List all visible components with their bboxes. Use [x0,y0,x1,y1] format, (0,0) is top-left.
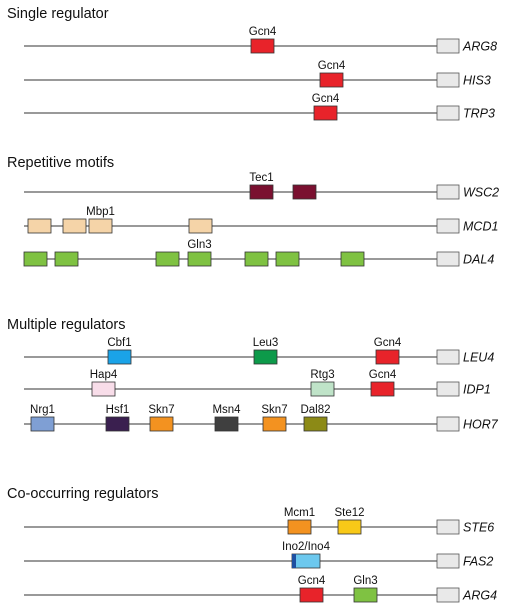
gene-label-trp3: TRP3 [463,107,495,121]
site-gcn4-arg8-0-box [250,38,275,54]
gene-label-dal4: DAL4 [463,253,494,267]
site-hap4-idp1-0-box [91,381,116,397]
gene-box-fas2 [436,553,460,569]
site-leu3-leu4-1-label: Leu3 [253,337,279,349]
site-gln3-arg4-1-box [353,587,378,603]
site-rtg3-idp1-1-box [310,381,335,397]
section-title-multiple-regulators: Multiple regulators [7,317,125,333]
site-tec1-wsc2-0-box [249,184,274,200]
site-msn4-hor7-3-label: Msn4 [212,404,241,416]
site-skn7-hor7-4-box [262,416,287,432]
site-gln3-dal4-1-box [54,251,79,267]
gene-box-ste6 [436,519,460,535]
site-gcn4-his3-0-box [319,72,344,88]
section-title-single-regulator: Single regulator [7,6,109,22]
site-hsf1-hor7-1-label: Hsf1 [106,404,130,416]
gene-box-trp3 [436,105,460,121]
site-gln3-dal4-5-box [275,251,300,267]
gene-box-wsc2 [436,184,460,200]
site-tec1-wsc2-1-box [292,184,317,200]
site-leu3-leu4-1-box [253,349,278,365]
gene-label-ste6: STE6 [463,521,494,535]
site-gcn4-his3-0-label: Gcn4 [318,60,346,72]
site-skn7-hor7-2-box [149,416,174,432]
site-dal82-hor7-5-box [303,416,328,432]
gene-label-idp1: IDP1 [463,383,491,397]
site-nrg1-hor7-0-box [30,416,55,432]
site-hsf1-hor7-1-box [105,416,130,432]
site-gln3-dal4-6-box [340,251,365,267]
gene-label-hor7: HOR7 [463,418,499,432]
site-skn7-hor7-4-label: Skn7 [261,404,287,416]
site-msn4-hor7-3-box [214,416,239,432]
site-gcn4-leu4-2-label: Gcn4 [374,337,402,349]
gene-box-arg8 [436,38,460,54]
site-gln3-dal4-3-label: Gln3 [187,239,211,251]
section-title-repetitive-motifs: Repetitive motifs [7,155,114,171]
site-ino2-ino4-fas2-0-edge [292,554,296,568]
site-dal82-hor7-5-label: Dal82 [300,404,330,416]
site-mbp1-mcd1-2-box [88,218,113,234]
gene-label-arg8: ARG8 [462,40,497,54]
gene-label-wsc2: WSC2 [463,186,499,200]
site-hap4-idp1-0-label: Hap4 [90,369,118,381]
site-gcn4-leu4-2-box [375,349,400,365]
site-mbp1-mcd1-3-box [188,218,213,234]
site-gcn4-trp3-0-label: Gcn4 [312,93,340,105]
site-mcm1-ste6-0-box [287,519,312,535]
gene-label-fas2: FAS2 [463,555,493,569]
site-nrg1-hor7-0-label: Nrg1 [30,404,55,416]
site-gln3-dal4-3-box [187,251,212,267]
site-gcn4-idp1-2-label: Gcn4 [369,369,397,381]
site-mbp1-mcd1-0-box [27,218,52,234]
site-ino2-ino4-fas2-0-box [291,553,321,569]
gene-box-hor7 [436,416,460,432]
site-gcn4-idp1-2-box [370,381,395,397]
site-gcn4-arg4-0-box [299,587,324,603]
site-gcn4-arg8-0-label: Gcn4 [249,26,277,38]
gene-box-leu4 [436,349,460,365]
site-mcm1-ste6-0-label: Mcm1 [284,507,315,519]
gene-label-mcd1: MCD1 [463,220,498,234]
site-ino2-ino4-fas2-0-label: Ino2/Ino4 [282,541,331,553]
site-gcn4-arg4-0-label: Gcn4 [298,575,326,587]
site-tec1-wsc2-0-label: Tec1 [249,172,273,184]
gene-box-dal4 [436,251,460,267]
site-skn7-hor7-2-label: Skn7 [148,404,174,416]
site-mbp1-mcd1-2-label: Mbp1 [86,206,115,218]
site-gln3-dal4-2-box [155,251,180,267]
site-gcn4-trp3-0-box [313,105,338,121]
gene-label-arg4: ARG4 [462,589,497,603]
site-cbf1-leu4-0-label: Cbf1 [107,337,131,349]
site-cbf1-leu4-0-box [107,349,132,365]
site-gln3-dal4-0-box [23,251,48,267]
site-ste12-ste6-1-box [337,519,362,535]
section-title-co-occurring-regulators: Co-occurring regulators [7,486,159,502]
site-ste12-ste6-1-label: Ste12 [334,507,364,519]
site-rtg3-idp1-1-label: Rtg3 [310,369,334,381]
gene-box-mcd1 [436,218,460,234]
gene-box-arg4 [436,587,460,603]
gene-label-his3: HIS3 [463,74,491,88]
gene-box-idp1 [436,381,460,397]
site-gln3-arg4-1-label: Gln3 [353,575,377,587]
site-mbp1-mcd1-1-box [62,218,87,234]
gene-label-leu4: LEU4 [463,351,494,365]
gene-box-his3 [436,72,460,88]
site-gln3-dal4-4-box [244,251,269,267]
